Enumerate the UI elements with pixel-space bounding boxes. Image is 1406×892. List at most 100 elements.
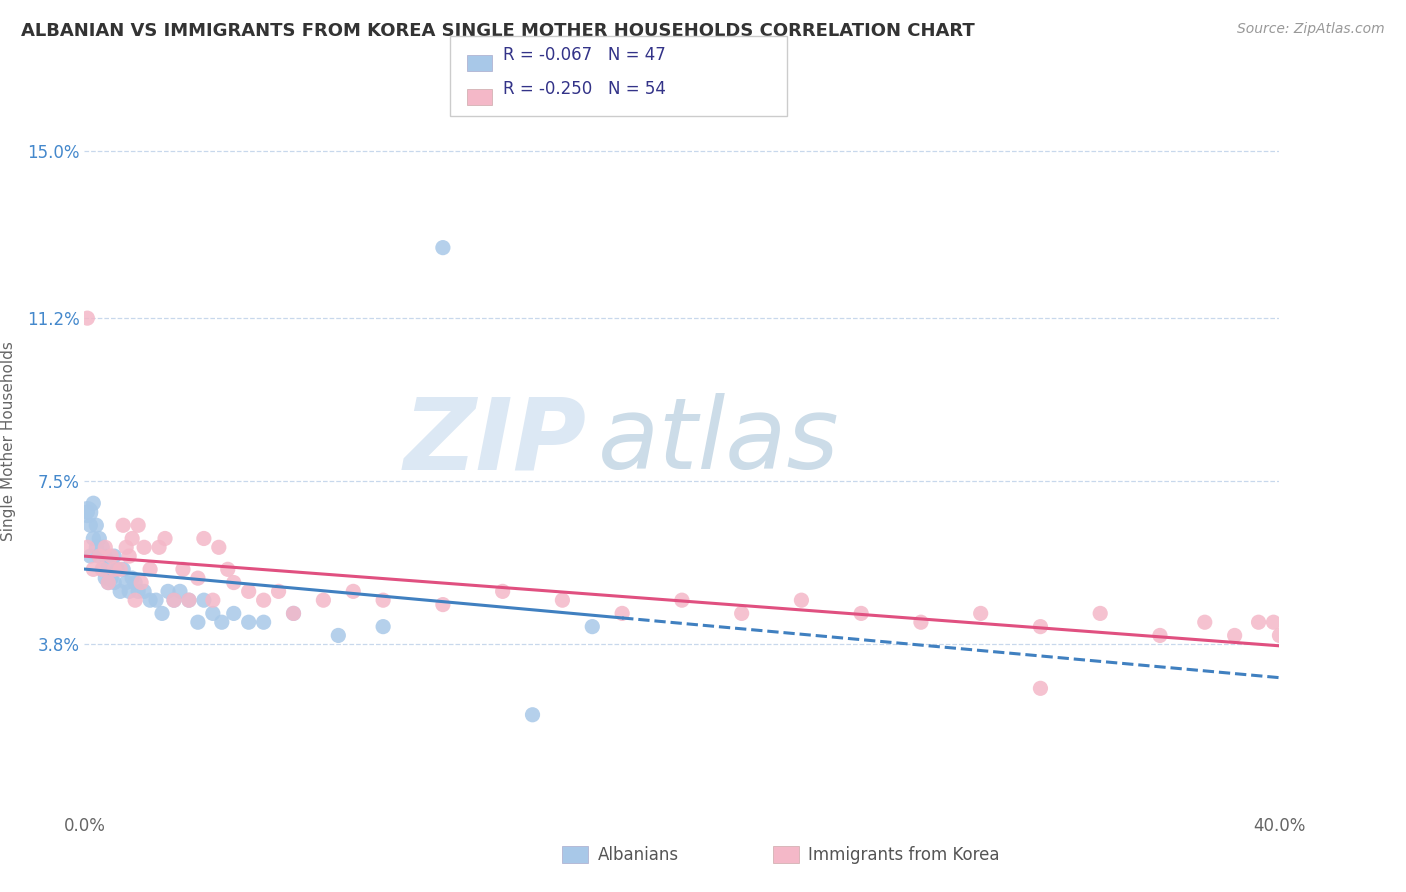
Point	[129, 575, 152, 590]
Point	[97, 575, 120, 590]
Point	[283, 607, 305, 621]
Point	[1149, 628, 1171, 642]
Point	[910, 615, 932, 630]
Point	[169, 584, 191, 599]
Point	[86, 541, 108, 555]
Point	[373, 593, 395, 607]
Point	[76, 541, 98, 555]
Text: R = -0.067   N = 47: R = -0.067 N = 47	[503, 46, 666, 64]
Point	[177, 593, 200, 607]
Point	[1223, 628, 1246, 642]
Point	[1268, 628, 1291, 642]
Point	[238, 584, 260, 599]
Point	[153, 532, 176, 546]
Point	[132, 584, 156, 599]
Point	[139, 593, 162, 607]
Point	[91, 541, 114, 555]
Point	[157, 584, 180, 599]
Point	[1263, 615, 1285, 630]
Point	[970, 607, 993, 621]
Point	[671, 593, 693, 607]
Point	[150, 607, 173, 621]
Point	[193, 532, 215, 546]
Point	[121, 571, 143, 585]
Point	[581, 619, 603, 633]
Point	[86, 518, 108, 533]
Point	[253, 615, 276, 630]
Point	[76, 505, 98, 519]
Point	[612, 607, 634, 621]
Point	[193, 593, 215, 607]
Point	[432, 598, 454, 612]
Text: R = -0.250   N = 54: R = -0.250 N = 54	[503, 80, 666, 98]
Point	[1247, 615, 1270, 630]
Text: Albanians: Albanians	[598, 846, 679, 863]
Point	[342, 584, 364, 599]
Point	[312, 593, 335, 607]
Point	[163, 593, 186, 607]
Point	[124, 575, 146, 590]
Point	[373, 619, 395, 633]
Text: Immigrants from Korea: Immigrants from Korea	[808, 846, 1000, 863]
Point	[222, 575, 245, 590]
Text: Source: ZipAtlas.com: Source: ZipAtlas.com	[1237, 22, 1385, 37]
Point	[217, 562, 239, 576]
Point	[103, 575, 125, 590]
Point	[238, 615, 260, 630]
Point	[172, 562, 194, 576]
Point	[82, 496, 104, 510]
Point	[103, 562, 125, 576]
Point	[97, 575, 120, 590]
Point	[105, 562, 128, 576]
Point	[201, 607, 224, 621]
Point	[211, 615, 233, 630]
Point	[187, 615, 209, 630]
Point	[79, 549, 101, 563]
Point	[731, 607, 754, 621]
Point	[89, 532, 111, 546]
Point	[851, 607, 873, 621]
Point	[432, 241, 454, 255]
Point	[253, 593, 276, 607]
Point	[201, 593, 224, 607]
Point	[145, 593, 167, 607]
Point	[222, 607, 245, 621]
Point	[283, 607, 305, 621]
Point	[1090, 607, 1112, 621]
Point	[208, 541, 231, 555]
Point	[127, 584, 149, 599]
Text: ZIP: ZIP	[404, 393, 586, 490]
Point	[97, 558, 120, 572]
Point	[112, 562, 135, 576]
Point	[82, 562, 104, 576]
Point	[1194, 615, 1216, 630]
Point	[110, 562, 132, 576]
Point	[790, 593, 813, 607]
Point	[89, 549, 111, 563]
Point	[492, 584, 515, 599]
Point	[100, 549, 122, 563]
Point	[82, 532, 104, 546]
Point	[94, 549, 117, 563]
Point	[124, 593, 146, 607]
Point	[118, 549, 141, 563]
Point	[328, 628, 350, 642]
Point	[148, 541, 170, 555]
Point	[76, 505, 98, 519]
Point	[94, 541, 117, 555]
Point	[89, 549, 111, 563]
Point	[76, 311, 98, 326]
Point	[139, 562, 162, 576]
Text: atlas: atlas	[599, 393, 839, 490]
Text: ALBANIAN VS IMMIGRANTS FROM KOREA SINGLE MOTHER HOUSEHOLDS CORRELATION CHART: ALBANIAN VS IMMIGRANTS FROM KOREA SINGLE…	[21, 22, 974, 40]
Point	[121, 532, 143, 546]
Point	[551, 593, 574, 607]
Point	[187, 571, 209, 585]
Point	[112, 518, 135, 533]
Point	[115, 575, 138, 590]
Point	[91, 562, 114, 576]
Point	[94, 571, 117, 585]
Point	[132, 541, 156, 555]
Point	[91, 562, 114, 576]
Point	[118, 584, 141, 599]
